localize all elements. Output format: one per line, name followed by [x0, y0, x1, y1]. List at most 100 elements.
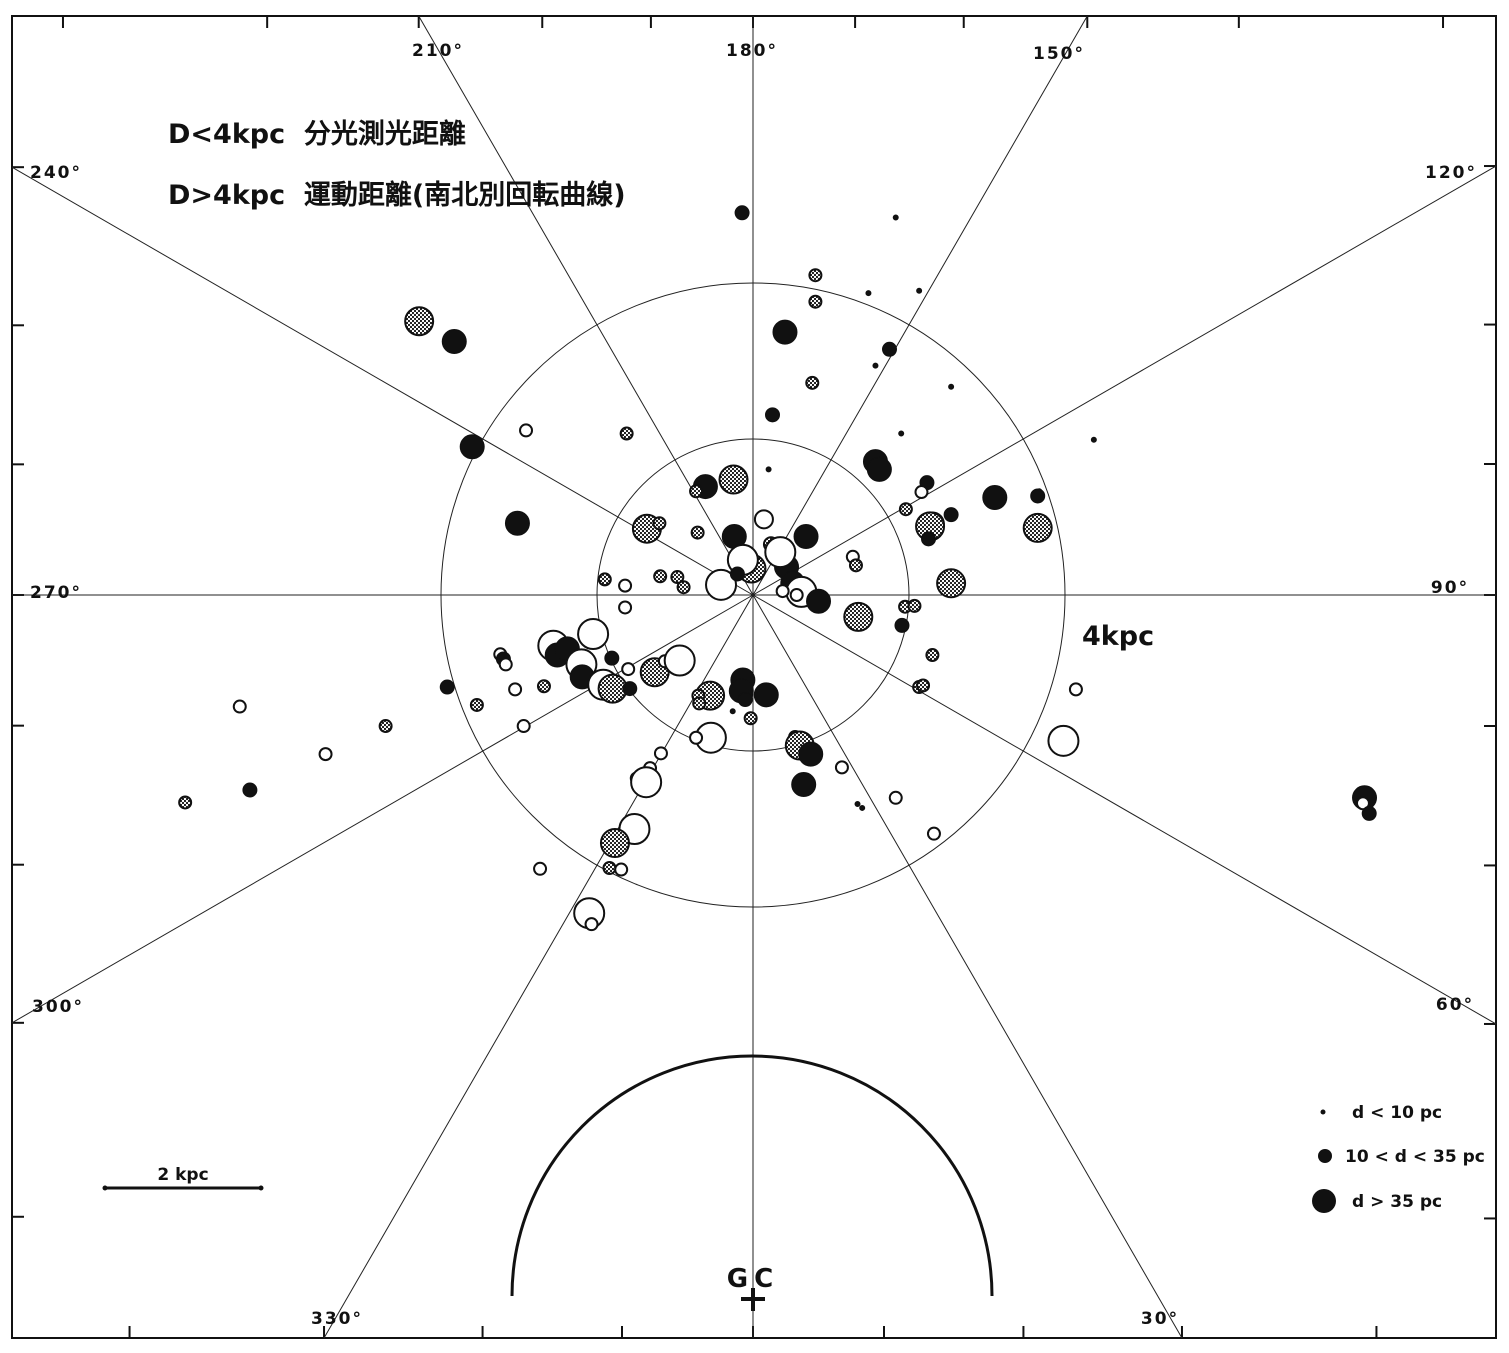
cluster-point — [630, 766, 663, 799]
cluster-point — [914, 485, 929, 500]
cluster-point — [1361, 805, 1377, 821]
longitude-label: 210° — [412, 41, 464, 61]
cluster-point — [765, 407, 780, 423]
gc-cross-icon — [741, 1288, 765, 1311]
cluster-point — [441, 329, 467, 354]
cluster-point — [318, 747, 333, 762]
cluster-point — [604, 650, 620, 666]
cluster-point — [459, 434, 485, 460]
gc-marker: GC — [727, 1264, 779, 1311]
cluster-point — [670, 570, 685, 585]
cluster-point — [690, 525, 705, 540]
cluster-point — [772, 319, 798, 345]
longitude-labels: 180° 210° 150° 240° 120° 270° 90° 300° 60° 330° 30… — [30, 41, 1477, 1329]
cluster-point — [843, 601, 874, 632]
distance-circles — [440, 282, 1066, 908]
cluster-point — [872, 362, 879, 369]
longitude-line — [323, 594, 754, 1339]
cluster-point — [504, 510, 530, 536]
cluster-point — [765, 466, 772, 473]
cluster-point — [916, 287, 923, 294]
cluster-point — [866, 456, 892, 482]
cluster-point — [791, 772, 817, 798]
longitude-label: 300° — [32, 997, 84, 1017]
gc-label: GC — [727, 1264, 779, 1294]
longitude-line — [11, 594, 754, 1024]
cluster-point — [519, 423, 534, 438]
cluster-point — [439, 679, 455, 695]
cluster-point — [676, 580, 691, 595]
circle-label-4kpc: 4kpc — [1082, 621, 1154, 652]
legend-marker — [1312, 1189, 1336, 1213]
cluster-point — [753, 509, 774, 530]
cluster-point — [618, 578, 633, 593]
cluster-point — [888, 790, 903, 805]
cluster-point — [806, 588, 832, 614]
cluster-point — [805, 375, 820, 390]
cluster-point — [618, 600, 633, 615]
legend-marker — [1320, 1109, 1326, 1115]
cluster-point — [1030, 488, 1046, 504]
scale-bar-end-icon — [102, 1185, 108, 1191]
legend-label: d < 10 pc — [1352, 1103, 1442, 1123]
cluster-point — [584, 917, 599, 932]
cluster-point — [882, 341, 897, 357]
cluster-points — [178, 205, 1378, 932]
cluster-point — [737, 692, 753, 708]
longitude-label: 270° — [30, 583, 82, 603]
longitude-label: 150° — [1033, 44, 1085, 64]
cluster-point — [793, 524, 819, 549]
cluster-point — [894, 617, 910, 633]
cluster-point — [1047, 724, 1080, 757]
cluster-point — [498, 657, 513, 672]
longitude-label: 330° — [311, 1309, 363, 1329]
method-note-near: D<4kpc 分光測光距離 — [168, 119, 466, 150]
cluster-point — [692, 696, 707, 711]
cluster-point — [808, 268, 823, 283]
cluster-point — [921, 531, 936, 547]
cluster-point — [619, 426, 634, 441]
legend-label: 10 < d < 35 pc — [1345, 1147, 1485, 1167]
cluster-point — [533, 861, 548, 876]
longitude-label: 90° — [1431, 578, 1469, 598]
cluster-point — [622, 681, 638, 697]
method-note-far: D>4kpc 運動距離(南北別回転曲線) — [168, 180, 626, 211]
cluster-point — [597, 572, 612, 587]
cluster-point — [907, 598, 922, 613]
cluster-point — [982, 485, 1008, 510]
cluster-point — [898, 502, 913, 517]
cluster-point — [798, 741, 824, 767]
cluster-point — [469, 697, 484, 712]
cluster-point — [599, 828, 630, 859]
inner-galaxy-arc — [510, 1054, 994, 1297]
longitude-label: 60° — [1436, 995, 1474, 1015]
longitude-line — [752, 165, 1497, 596]
cluster-point — [789, 588, 804, 602]
cluster-point — [404, 306, 435, 337]
cluster-point — [689, 730, 704, 745]
scale-bar: 2 kpc — [102, 1165, 264, 1191]
cluster-point — [1068, 682, 1083, 697]
cluster-point — [621, 662, 636, 677]
legend-marker — [1318, 1149, 1332, 1163]
cluster-point — [614, 862, 629, 877]
scale-bar-end-icon — [258, 1185, 264, 1191]
cluster-point — [834, 760, 849, 775]
cluster-point — [859, 804, 866, 811]
longitude-line — [418, 15, 754, 596]
longitude-label: 120° — [1425, 163, 1477, 183]
longitude-line — [752, 594, 1183, 1339]
scale-bar-label: 2 kpc — [157, 1165, 208, 1185]
cluster-point — [242, 782, 258, 798]
cluster-point — [734, 205, 750, 221]
cluster-point — [378, 719, 393, 734]
cluster-point — [753, 682, 779, 708]
cluster-point — [775, 584, 790, 599]
cluster-point — [577, 618, 610, 650]
cluster-point — [718, 464, 749, 495]
cluster-point — [729, 566, 745, 582]
distance-circle — [596, 438, 910, 752]
cluster-point — [854, 801, 861, 808]
distance-circle — [440, 282, 1066, 908]
cluster-point — [653, 569, 668, 584]
